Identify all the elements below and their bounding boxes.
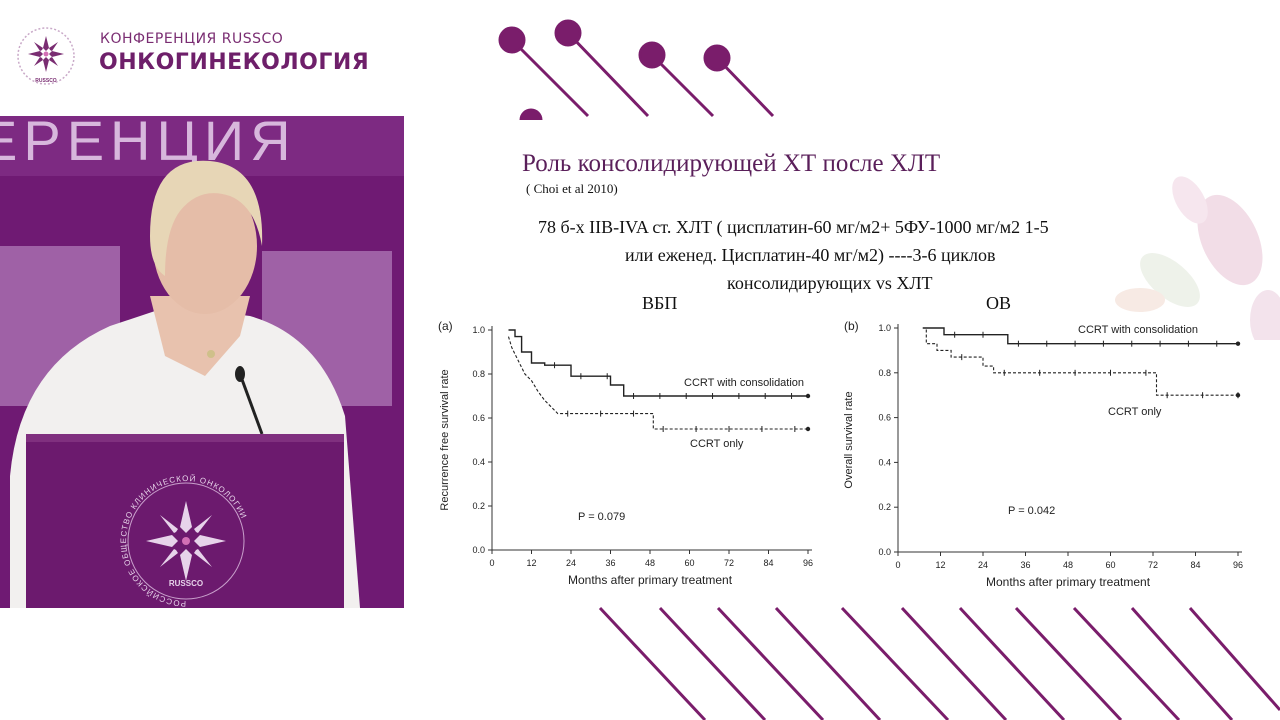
y-tick-label: 0.6 <box>878 413 891 423</box>
series-line-1 <box>922 327 1238 345</box>
series-end-dot <box>1235 393 1241 398</box>
slide-body-line-3: консолидирующих vs ХЛТ <box>727 273 933 293</box>
logo-caption: RUSSCO <box>35 78 57 84</box>
x-tick-label: 0 <box>895 560 900 570</box>
slide-body-line-2: или еженед. Цисплатин-40 мг/м2) ----3-6 … <box>625 245 996 265</box>
x-tick-label: 36 <box>605 558 615 568</box>
x-tick-label: 84 <box>763 558 773 568</box>
y-axis-label: Overall survival rate <box>843 391 855 488</box>
series-end-dot <box>805 393 811 399</box>
y-tick-label: 0.0 <box>472 545 485 555</box>
y-tick-label: 0.8 <box>878 368 891 378</box>
slide-citation: ( Choi et al 2010) <box>526 181 618 196</box>
y-tick-label: 0.2 <box>878 502 891 512</box>
x-axis-label: Months after primary treatment <box>568 573 733 587</box>
podium-caption: RUSSCO <box>169 579 203 588</box>
x-tick-label: 36 <box>1020 560 1030 570</box>
conference-name: КОНФЕРЕНЦИЯ RUSSCO <box>100 31 284 47</box>
backdrop-text: ЕРЕНЦИЯ <box>0 116 297 172</box>
y-tick-label: 0.8 <box>472 369 485 379</box>
series-line-1 <box>508 329 808 397</box>
video-frame: ЕРЕНЦИЯ РОССИЙСКОЕ ОБЩЕСТВО КЛИНИЧЕС <box>0 116 404 608</box>
series-end-dot <box>805 426 811 432</box>
x-tick-label: 72 <box>724 558 734 568</box>
x-tick-label: 24 <box>978 560 988 570</box>
series-line-2 <box>922 327 1238 396</box>
y-tick-label: 1.0 <box>878 323 891 333</box>
x-tick-label: 96 <box>1233 560 1243 570</box>
decorative-leaves <box>1115 176 1280 340</box>
x-tick-label: 60 <box>684 558 694 568</box>
legend-1: CCRT with consolidation <box>1078 324 1198 336</box>
decorative-lines <box>598 606 1280 720</box>
x-tick-label: 12 <box>526 558 536 568</box>
decorative-pins <box>498 19 775 120</box>
y-tick-label: 0.0 <box>878 547 891 557</box>
y-tick-label: 0.4 <box>472 457 485 467</box>
y-tick-label: 1.0 <box>472 325 485 335</box>
x-tick-label: 0 <box>489 558 494 568</box>
p-value: P = 0.079 <box>578 511 625 523</box>
series-line-2 <box>507 336 808 430</box>
y-tick-label: 0.2 <box>472 501 485 511</box>
legend-1: CCRT with consolidation <box>684 377 804 389</box>
x-tick-label: 48 <box>1063 560 1073 570</box>
x-axis-label: Months after primary treatment <box>986 575 1151 589</box>
panel-label: (a) <box>438 319 453 333</box>
label-os: ОВ <box>986 293 1012 313</box>
series-end-dot <box>1235 341 1241 346</box>
russco-logo-icon: RUSSCO <box>17 27 75 85</box>
x-tick-label: 24 <box>566 558 576 568</box>
conference-topic: ОНКОГИНЕКОЛОГИЯ <box>99 50 370 75</box>
p-value: P = 0.042 <box>1008 505 1055 517</box>
y-tick-label: 0.4 <box>878 457 891 467</box>
panel-label: (b) <box>844 319 859 333</box>
x-tick-label: 12 <box>935 560 945 570</box>
slide-body-line-1: 78 б-х IIB-IVA ст. ХЛТ ( цисплатин-60 мг… <box>538 217 1049 237</box>
chart-overall-survival: (b) 0.0 0.2 0.4 0.6 0.8 1.0 0 12 24 36 48 60 72 84 96 Ov… <box>843 319 1243 589</box>
y-axis-label: Recurrence free survival rate <box>439 369 451 510</box>
slide-title: Роль консолидирующей ХТ после ХЛТ <box>522 150 941 177</box>
chart-recurrence-free-survival: (a) 0.0 0.2 0.4 0.6 0.8 1.0 0 12 24 36 48 60 72 84 96 Re… <box>438 319 813 587</box>
x-tick-label: 96 <box>803 558 813 568</box>
x-tick-label: 48 <box>645 558 655 568</box>
x-tick-label: 60 <box>1105 560 1115 570</box>
label-pfs: ВБП <box>642 293 678 313</box>
x-tick-label: 84 <box>1190 560 1200 570</box>
legend-2: CCRT only <box>1108 406 1162 418</box>
y-tick-label: 0.6 <box>472 413 485 423</box>
speaker-video[interactable]: ЕРЕНЦИЯ РОССИЙСКОЕ ОБЩЕСТВО КЛИНИЧЕС <box>0 116 404 608</box>
x-tick-label: 72 <box>1148 560 1158 570</box>
legend-2: CCRT only <box>690 438 744 450</box>
